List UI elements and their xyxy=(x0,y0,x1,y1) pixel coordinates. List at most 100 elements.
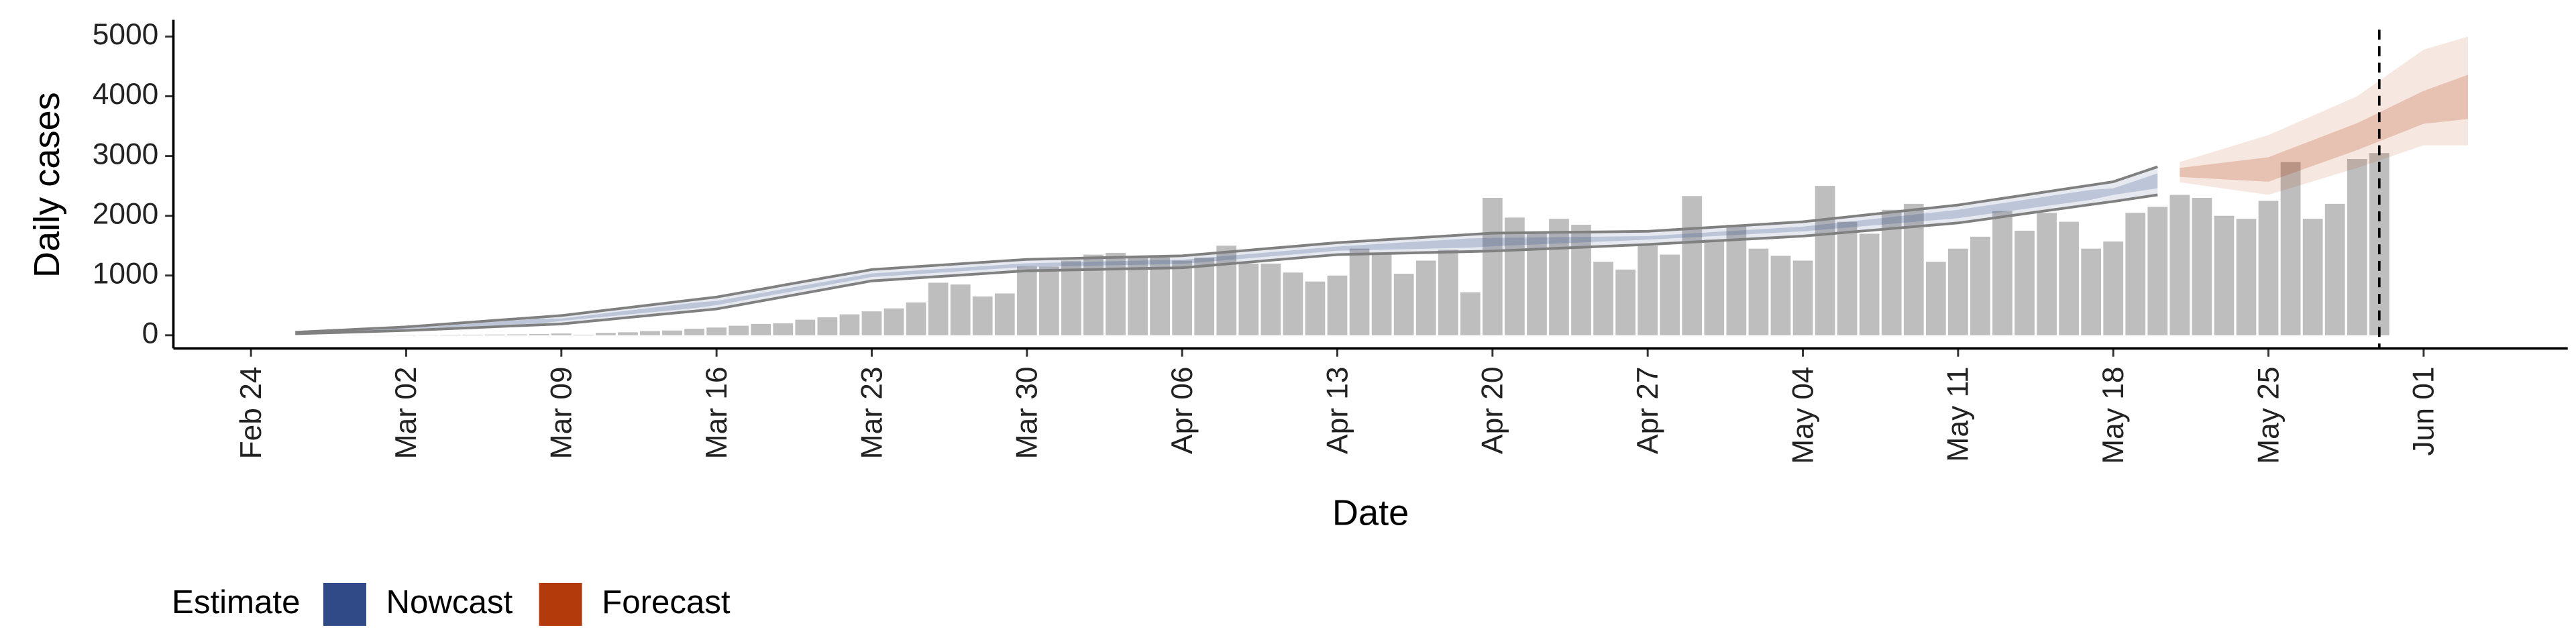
bar xyxy=(861,311,882,335)
bar xyxy=(1460,292,1481,335)
bar xyxy=(2015,230,2035,335)
bar xyxy=(2059,221,2079,335)
bar xyxy=(1704,239,1725,335)
bar xyxy=(1682,196,1703,335)
bar xyxy=(950,284,971,335)
bar xyxy=(1305,281,1326,335)
bar xyxy=(994,293,1015,335)
x-tick-label: Apr 13 xyxy=(1321,366,1354,454)
bar xyxy=(1947,248,1968,335)
bar xyxy=(2324,203,2345,335)
y-tick-label: 2000 xyxy=(93,197,159,230)
legend-key xyxy=(539,582,582,626)
bar xyxy=(2192,197,2212,335)
bar xyxy=(729,325,749,335)
bar xyxy=(2081,248,2102,335)
bar xyxy=(596,333,616,335)
x-tick-label: May 11 xyxy=(1942,366,1975,462)
bar xyxy=(928,282,949,335)
x-tick-label: May 25 xyxy=(2252,366,2285,464)
bar xyxy=(1815,186,1835,335)
y-tick-label: 5000 xyxy=(93,18,159,51)
bar xyxy=(1415,260,1436,335)
bar xyxy=(1172,260,1193,335)
bar xyxy=(684,328,704,335)
bar xyxy=(2280,162,2301,335)
band-inner xyxy=(2180,74,2468,182)
x-tick-label: Apr 27 xyxy=(1631,366,1664,454)
y-tick-label: 4000 xyxy=(93,78,159,111)
bar xyxy=(1638,246,1658,335)
y-tick-label: 1000 xyxy=(93,257,159,290)
bar xyxy=(2103,241,2124,335)
x-tick-label: Mar 23 xyxy=(855,366,888,459)
bar xyxy=(662,330,682,335)
bar xyxy=(817,317,838,335)
bar xyxy=(1260,263,1281,335)
bar xyxy=(529,334,549,335)
bar xyxy=(1482,197,1503,335)
bar xyxy=(1327,275,1348,335)
bar xyxy=(1881,209,1902,335)
band-outline xyxy=(295,165,2158,334)
bar xyxy=(1061,260,1081,335)
bar xyxy=(1571,225,1591,335)
bar xyxy=(1016,266,1037,335)
bar xyxy=(1970,236,1990,335)
x-tick-label: Mar 02 xyxy=(390,366,423,459)
bar xyxy=(795,319,816,335)
bar xyxy=(618,332,638,335)
band-outer xyxy=(295,166,2158,334)
legend-title: Estimate xyxy=(172,584,300,621)
band-outline xyxy=(295,193,2158,335)
x-tick-label: Mar 09 xyxy=(545,366,578,459)
bar xyxy=(2214,215,2235,335)
legend-key xyxy=(323,582,366,626)
bar xyxy=(883,308,904,335)
bar xyxy=(2125,213,2146,335)
x-tick-label: Mar 30 xyxy=(1011,366,1044,459)
bar xyxy=(1660,254,1680,335)
band-outer xyxy=(2180,36,2468,195)
x-tick-label: May 18 xyxy=(2097,366,2130,464)
bar xyxy=(906,302,926,335)
x-tick-label: May 04 xyxy=(1786,366,1819,464)
x-tick-label: Feb 24 xyxy=(235,366,268,459)
bar xyxy=(2347,159,2367,335)
bar xyxy=(2302,219,2323,335)
bar xyxy=(2258,201,2279,335)
bar xyxy=(2169,195,2190,335)
bar xyxy=(1393,274,1414,335)
bar xyxy=(1925,262,1946,335)
x-tick-label: Apr 06 xyxy=(1166,366,1199,454)
bar xyxy=(2147,207,2168,335)
bar xyxy=(1150,258,1170,335)
bar xyxy=(1039,266,1059,335)
bar xyxy=(1549,219,1569,335)
bar xyxy=(773,323,794,335)
y-tick-label: 3000 xyxy=(93,138,159,170)
bar xyxy=(2236,219,2257,335)
bar xyxy=(1194,258,1215,335)
bar xyxy=(1859,233,1880,335)
bar xyxy=(1505,217,1525,335)
x-tick-label: Mar 16 xyxy=(700,366,733,459)
x-axis-title: Date xyxy=(1332,492,1409,533)
bar xyxy=(1726,225,1747,335)
bar xyxy=(1593,262,1613,335)
bar xyxy=(2037,213,2057,335)
bar xyxy=(1238,263,1259,335)
bar xyxy=(1128,258,1148,335)
bar xyxy=(1992,211,2012,335)
bar xyxy=(1770,256,1791,335)
bar xyxy=(1837,221,1858,335)
bar xyxy=(1748,248,1769,335)
bar xyxy=(640,331,660,335)
y-axis-title: Daily cases xyxy=(27,92,67,278)
bar xyxy=(1438,250,1458,335)
bar xyxy=(1792,260,1813,335)
bar xyxy=(1371,254,1392,335)
x-tick-label: Jun 01 xyxy=(2408,366,2440,455)
x-tick-label: Apr 20 xyxy=(1477,366,1509,454)
